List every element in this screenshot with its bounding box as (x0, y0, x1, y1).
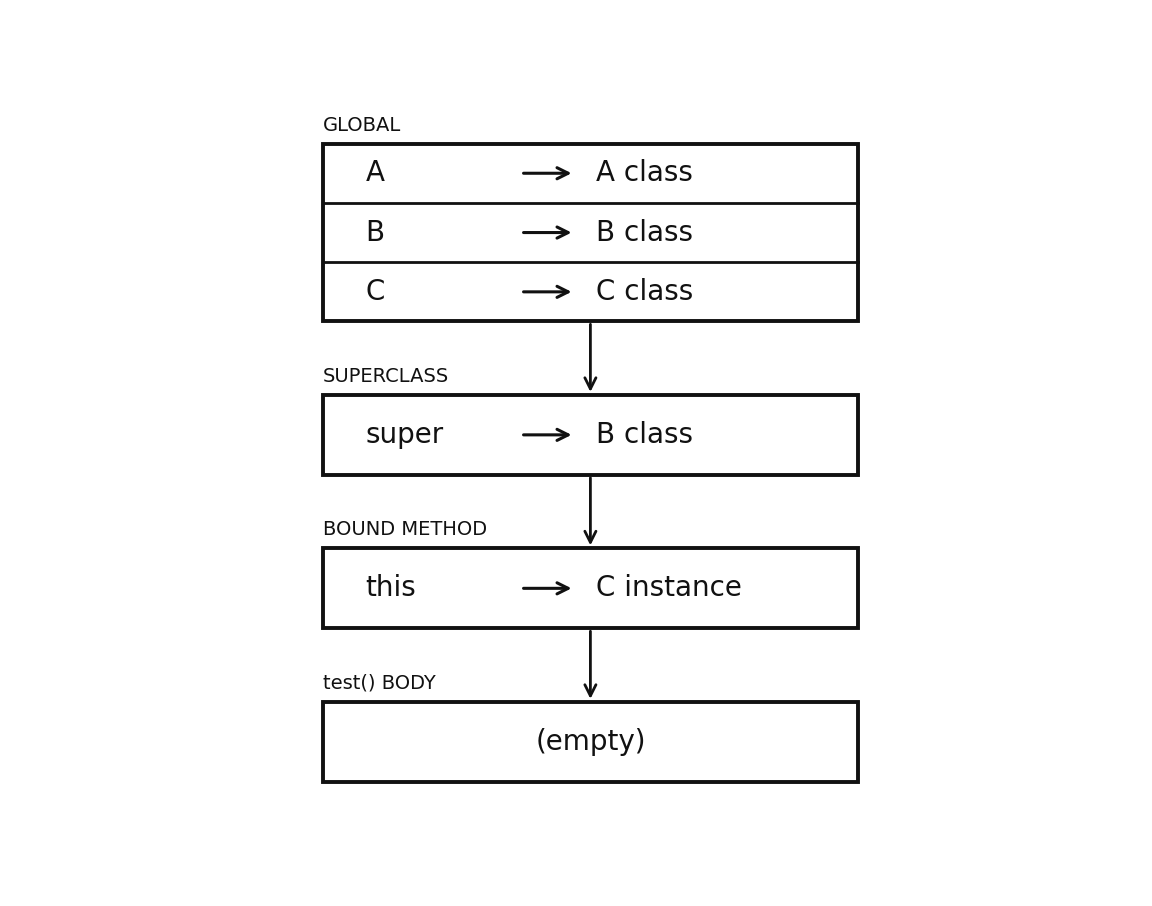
Text: C instance: C instance (596, 574, 742, 602)
Bar (323, 701, 858, 782)
Text: A: A (365, 159, 385, 188)
Text: GLOBAL: GLOBAL (323, 116, 401, 134)
Text: B: B (365, 218, 385, 246)
Text: C: C (365, 278, 385, 306)
Bar (323, 548, 858, 629)
Text: this: this (365, 574, 416, 602)
Text: BOUND METHOD: BOUND METHOD (323, 520, 486, 539)
Bar (323, 395, 858, 475)
Text: super: super (365, 421, 444, 448)
Text: (empty): (empty) (536, 728, 645, 756)
Text: B class: B class (596, 421, 692, 448)
Text: test() BODY: test() BODY (323, 674, 435, 692)
Text: A class: A class (596, 159, 692, 188)
Bar (323, 143, 858, 322)
Text: B class: B class (596, 218, 692, 246)
Text: C class: C class (596, 278, 694, 306)
Text: SUPERCLASS: SUPERCLASS (323, 367, 449, 386)
